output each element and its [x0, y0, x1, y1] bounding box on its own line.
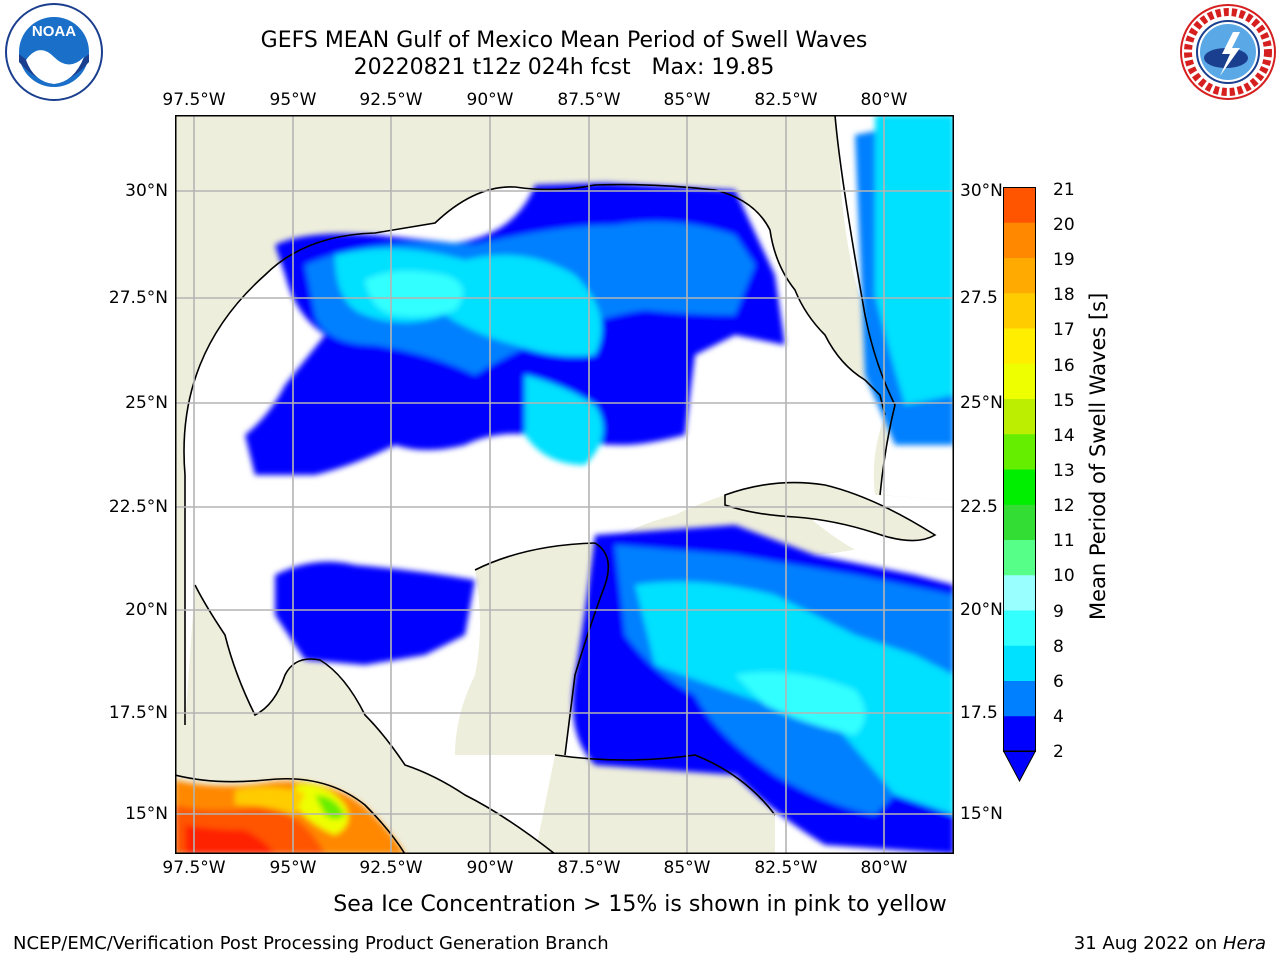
colorbar-tick: 2: [1053, 742, 1064, 762]
colorbar-segment: [1003, 222, 1036, 258]
colorbar-segment: [1003, 680, 1036, 717]
colorbar-tick: 15: [1053, 391, 1075, 411]
lon-label-bottom: 95°W: [269, 858, 317, 878]
lon-label-bottom: 80°W: [860, 858, 908, 878]
colorbar-segment: [1003, 292, 1036, 329]
lon-label-top: 87.5°W: [557, 90, 621, 110]
map-subtitle: 20220821 t12z 024h fcst Max: 19.85: [353, 55, 775, 80]
lat-label-left: 17.5°N: [108, 703, 168, 723]
swell-contour-warm: [315, 795, 345, 819]
swell-contour: [275, 561, 475, 665]
lat-label-left: 15°N: [125, 804, 168, 824]
lon-label-bottom: 87.5°W: [557, 858, 621, 878]
colorbar-segment: [1003, 610, 1036, 646]
colorbar-tick: 20: [1053, 215, 1075, 235]
lat-label-right: 25°N: [960, 393, 1003, 413]
swell-contour: [525, 375, 603, 465]
lat-label-left: 30°N: [125, 181, 168, 201]
cuba-land: [725, 482, 935, 541]
coastline: [175, 774, 406, 854]
lat-label-right: 30°N: [960, 181, 1003, 201]
lon-label-bottom: 97.5°W: [162, 858, 226, 878]
colorbar-segment: [1003, 187, 1036, 223]
colorbar-tick: 14: [1053, 426, 1075, 446]
colorbar-segment: [1003, 469, 1036, 505]
swell-contour: [365, 271, 463, 317]
lon-label-bottom: 82.5°W: [754, 858, 818, 878]
lon-label-top: 80°W: [860, 90, 908, 110]
sea-ice-note: Sea Ice Concentration > 15% is shown in …: [333, 892, 947, 917]
lon-label-top: 97.5°W: [162, 90, 226, 110]
colorbar-tick: 10: [1053, 566, 1075, 586]
footer-right: 31 Aug 2022 on Hera: [1074, 933, 1266, 954]
lon-label-bottom: 90°W: [466, 858, 514, 878]
lon-label-bottom: 92.5°W: [359, 858, 423, 878]
colorbar-tick: 17: [1053, 320, 1075, 340]
footer-date: 31 Aug 2022 on: [1073, 933, 1223, 954]
swell-contour: [735, 672, 865, 735]
colorbar-tick: 19: [1053, 250, 1075, 270]
lat-label-right: 22.5: [960, 497, 998, 517]
lon-label-top: 95°W: [269, 90, 317, 110]
coastline: [724, 481, 937, 542]
coastline: [194, 584, 556, 854]
colorbar-tick: 21: [1053, 180, 1075, 200]
map-title: GEFS MEAN Gulf of Mexico Mean Period of …: [260, 28, 868, 53]
colorbar-segment: [1003, 363, 1036, 399]
yucatan-land: [455, 543, 609, 755]
colorbar-tick: 8: [1053, 637, 1064, 657]
colorbar-segment: [1003, 504, 1036, 540]
colorbar: [1002, 187, 1037, 783]
noaa-logo: NOAA: [5, 3, 103, 101]
lon-label-top: 85°W: [663, 90, 711, 110]
colorbar-segment: [1003, 574, 1036, 611]
colorbar-tick: 9: [1053, 602, 1064, 622]
lon-label-top: 82.5°W: [754, 90, 818, 110]
map-frame: [175, 115, 954, 854]
coastline: [474, 542, 610, 756]
swell-contour: [875, 115, 954, 405]
lat-label-right: 27.5: [960, 288, 998, 308]
coastline: [554, 754, 776, 816]
lat-label-right: 15°N: [960, 804, 1003, 824]
lon-label-top: 90°W: [466, 90, 514, 110]
central-america-land: [535, 755, 775, 854]
lat-label-left: 27.5°N: [108, 288, 168, 308]
lat-label-left: 25°N: [125, 393, 168, 413]
colorbar-tick: 4: [1053, 707, 1064, 727]
lat-label-right: 20°N: [960, 600, 1003, 620]
colorbar-segment: [1003, 539, 1036, 576]
noaa-logo-text: NOAA: [32, 23, 76, 40]
colorbar-tick: 13: [1053, 461, 1075, 481]
colorbar-segment: [1003, 645, 1036, 681]
colorbar-tick: 16: [1053, 356, 1075, 376]
nws-logo: [1180, 4, 1276, 100]
colorbar-segment: [1003, 328, 1036, 364]
colorbar-segment: [1003, 433, 1036, 470]
colorbar-extend-arrow: [1002, 750, 1037, 783]
colorbar-tick: 6: [1053, 672, 1064, 692]
swell-contour-warm: [185, 825, 275, 854]
coastline: [834, 115, 896, 496]
lat-label-right: 17.5: [960, 703, 998, 723]
lat-label-left: 22.5°N: [108, 497, 168, 517]
footer-host: Hera: [1222, 933, 1266, 954]
colorbar-segment: [1003, 398, 1036, 435]
colorbar-frame: [1003, 187, 1036, 752]
colorbar-segment: [1003, 715, 1036, 752]
lon-label-bottom: 85°W: [663, 858, 711, 878]
colorbar-tick: 11: [1053, 531, 1075, 551]
colorbar-tick: 18: [1053, 285, 1075, 305]
colorbar-title: Mean Period of Swell Waves [s]: [1086, 292, 1110, 620]
gulf-map: [175, 115, 954, 854]
swell-contour-warm: [235, 787, 305, 815]
colorbar-tick: 12: [1053, 496, 1075, 516]
lat-label-left: 20°N: [125, 600, 168, 620]
lon-label-top: 92.5°W: [359, 90, 423, 110]
colorbar-segment: [1003, 257, 1036, 294]
swell-contour-warm: [295, 784, 349, 835]
footer-left: NCEP/EMC/Verification Post Processing Pr…: [13, 933, 609, 954]
coastline: [183, 183, 886, 725]
